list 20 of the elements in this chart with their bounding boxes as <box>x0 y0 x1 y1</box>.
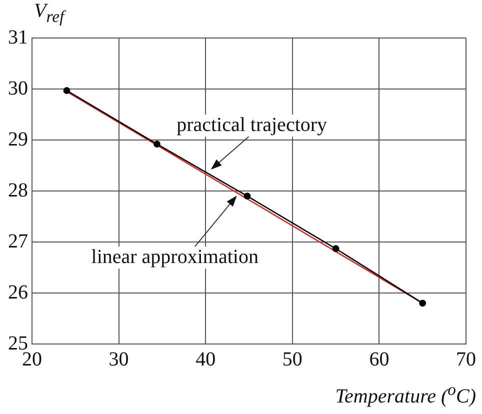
annotation: practical trajectory <box>176 114 328 136</box>
x-tick-label: 40 <box>196 348 216 370</box>
point <box>419 300 426 307</box>
y-tick-label: 29 <box>8 128 28 150</box>
y-tick-label: 31 <box>8 26 28 48</box>
y-axis-title: V$_{ref}$ <box>34 0 64 27</box>
point <box>63 87 70 94</box>
point <box>244 192 251 200</box>
annotation: linear approximation <box>91 246 258 268</box>
x-axis-title: Temperature ($^{o}$C) <box>335 380 476 409</box>
y-tick-label: 26 <box>8 281 28 304</box>
x-tick-label: 70 <box>456 348 476 370</box>
y-tick-label: 28 <box>8 179 28 202</box>
x-tick-label: 60 <box>369 348 390 370</box>
y-tick-label: 27 <box>8 230 28 252</box>
point <box>332 245 340 252</box>
y-tick-label: 30 <box>8 77 28 100</box>
x-tick-label: 50 <box>282 348 302 370</box>
x-tick-label: 30 <box>108 348 129 370</box>
point <box>154 140 160 148</box>
